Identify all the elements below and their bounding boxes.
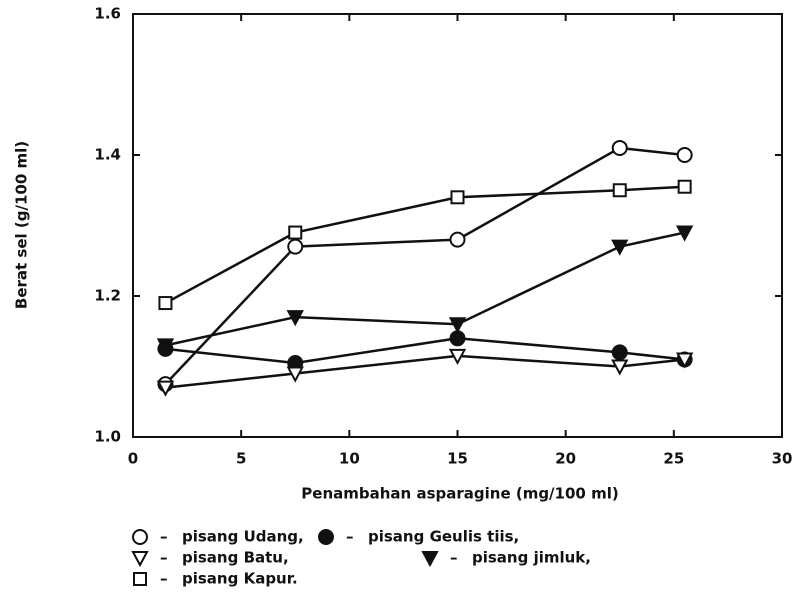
data-point: [287, 238, 304, 255]
data-point: [676, 147, 693, 163]
legend-separator: –: [160, 570, 168, 588]
data-point: [448, 317, 467, 334]
legend-marker: [131, 551, 149, 568]
data-point: [286, 366, 304, 383]
series-line: [165, 231, 685, 347]
x-tick-label: 30: [772, 450, 793, 468]
legend-marker: [132, 529, 148, 545]
legend-separator: –: [346, 528, 354, 546]
series-line: [164, 185, 685, 305]
legend-separator: –: [160, 549, 168, 567]
x-axis-label: Penambahan asparagine (mg/100 ml): [301, 485, 618, 503]
data-point: [677, 179, 692, 194]
data-point: [158, 296, 173, 311]
legend-separator: –: [450, 549, 458, 567]
x-tick-label: 25: [663, 450, 684, 468]
x-tick-label: 15: [447, 450, 468, 468]
legend-marker: [421, 551, 439, 568]
data-point: [611, 344, 628, 361]
data-point: [675, 225, 694, 242]
y-axis-label: Berat sel (g/100 ml): [13, 141, 31, 309]
x-tick-label: 0: [128, 450, 138, 468]
data-point: [450, 190, 465, 205]
legend-label: pisang Batu,: [182, 549, 289, 567]
plot-frame: [132, 13, 783, 438]
x-tick-label: 5: [236, 450, 246, 468]
data-point: [156, 380, 175, 397]
legend-separator: –: [160, 528, 168, 546]
data-point: [612, 183, 627, 198]
data-point: [611, 239, 629, 256]
x-tick-label: 10: [339, 450, 360, 468]
data-point: [156, 338, 175, 355]
data-point: [449, 231, 466, 248]
data-point: [288, 225, 303, 240]
y-tick-label: 1.4: [94, 146, 121, 164]
legend-label: pisang Kapur.: [182, 570, 298, 588]
data-point: [611, 139, 628, 156]
data-point: [449, 330, 466, 347]
data-point: [611, 359, 629, 376]
y-tick-label: 1.2: [94, 287, 121, 305]
legend-marker: [318, 529, 334, 545]
data-point: [286, 310, 304, 327]
data-point: [675, 352, 694, 369]
legend-label: pisang Udang,: [182, 528, 304, 546]
y-tick-label: 1.6: [94, 5, 121, 23]
series-line: [165, 354, 685, 389]
legend-label: pisang jimluk,: [472, 549, 591, 567]
data-point: [448, 348, 467, 366]
y-tick-label: 1.0: [94, 428, 121, 446]
legend-label: pisang Geulis tiis,: [368, 528, 519, 546]
series-line: [164, 146, 685, 385]
x-tick-label: 20: [555, 450, 576, 468]
legend-marker: [133, 572, 147, 586]
